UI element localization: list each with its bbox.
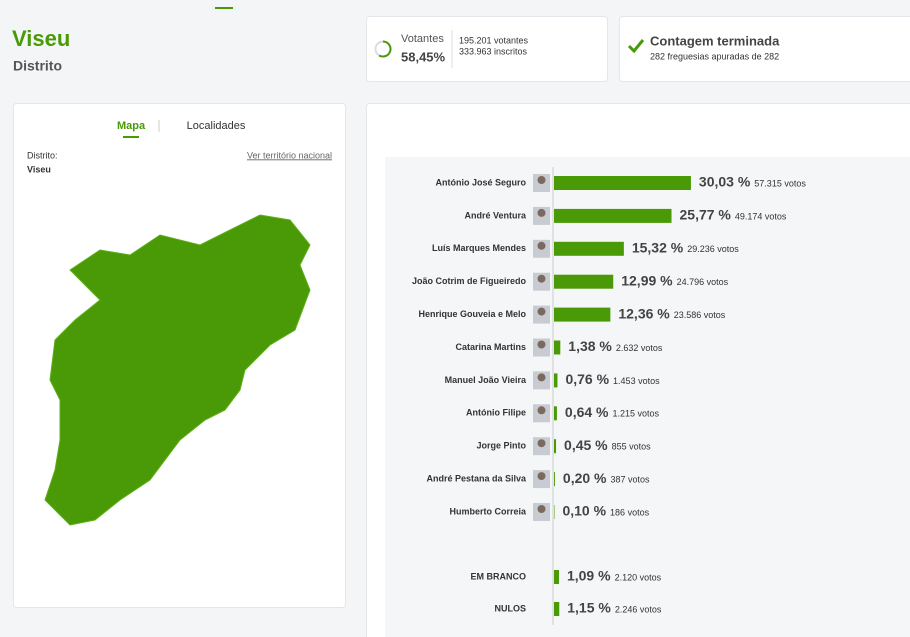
district-map[interactable] [44, 214, 311, 526]
turnout-label: Votantes [401, 33, 444, 45]
candidate-name: Luís Marques Mendes [432, 243, 526, 253]
candidate-name: António José Seguro [435, 177, 526, 187]
district-label: Distrito: [27, 150, 58, 160]
turnout-votes: 195.201 votantes [459, 35, 529, 45]
candidate-name: Humberto Correia [449, 506, 527, 516]
candidate-name: André Pestana da Silva [426, 473, 527, 483]
turnout-registered: 333.963 inscritos [459, 46, 528, 56]
page-title: Viseu [12, 26, 70, 51]
check-icon [627, 39, 645, 54]
votes-label: 186 votos [610, 507, 650, 517]
percent-label: 0,76 % [565, 371, 609, 387]
bar [554, 439, 557, 454]
percent-label: 25,77 % [680, 207, 732, 223]
percent-label: 1,09 % [567, 568, 611, 584]
candidate-name: André Ventura [464, 210, 527, 220]
bar [554, 176, 691, 190]
bar [554, 274, 614, 289]
avatar-head [537, 373, 546, 382]
avatar-head [537, 208, 546, 217]
tab[interactable]: Mapa [117, 120, 146, 132]
votes-label: 387 votos [611, 474, 651, 484]
percent-label: 1,15 % [567, 600, 611, 616]
votes-label: 29.236 votos [687, 244, 739, 254]
percent-label: 15,32 % [632, 240, 684, 256]
votes-label: 24.796 votos [677, 277, 729, 287]
count-card [619, 16, 910, 82]
votes-label: 2.632 votos [616, 343, 663, 353]
percent-label: 0,45 % [564, 437, 608, 453]
bar [554, 472, 555, 487]
percent-label: 0,10 % [562, 503, 606, 519]
results-area [385, 157, 910, 637]
bar [554, 373, 558, 388]
percent-label: 1,38 % [568, 338, 612, 354]
votes-label: 1.215 votos [613, 409, 660, 419]
candidate-name: EM BRANCO [471, 571, 527, 581]
count-title: Contagem terminada [650, 33, 780, 48]
turnout-arc [378, 40, 392, 58]
candidate-name: António Filipe [466, 408, 526, 418]
votes-label: 57.315 votos [754, 178, 806, 188]
turnout-card [366, 16, 608, 82]
candidate-name: Jorge Pinto [476, 441, 526, 451]
percent-label: 12,99 % [621, 272, 673, 288]
candidate-name: Manuel João Vieira [445, 375, 527, 385]
percent-label: 0,64 % [565, 404, 609, 420]
district-name: Viseu [27, 164, 51, 174]
percent-label: 0,20 % [563, 470, 607, 486]
votes-label: 2.246 votos [615, 604, 662, 614]
national-link[interactable]: Ver território nacional [247, 150, 332, 160]
votes-label: 1.453 votos [613, 376, 660, 386]
count-detail: 282 freguesias apuradas de 282 [650, 51, 779, 61]
candidate-name: Henrique Gouveia e Melo [418, 309, 526, 319]
avatar-head [537, 176, 546, 184]
avatar-head [537, 505, 546, 513]
tab-underline [123, 136, 139, 138]
avatar-head [537, 472, 546, 481]
candidate-name: Catarina Martins [455, 342, 526, 352]
bar [554, 241, 624, 256]
bar [554, 570, 559, 584]
bar [554, 602, 560, 616]
page-subtitle: Distrito [13, 58, 62, 74]
votes-label: 23.586 votos [674, 310, 726, 320]
avatar-head [537, 307, 546, 316]
bar [554, 340, 561, 355]
percent-label: 30,03 % [699, 174, 751, 190]
votes-label: 855 votos [612, 442, 652, 452]
turnout-percent: 58,45% [401, 49, 446, 64]
avatar-head [537, 241, 546, 250]
bar [554, 307, 611, 322]
candidate-name: NULOS [495, 603, 527, 613]
votes-label: 2.120 votos [615, 572, 662, 582]
bar [554, 406, 557, 421]
candidate-name: João Cotrim de Figueiredo [412, 276, 527, 286]
avatar-head [537, 340, 546, 349]
nav-indicator [215, 7, 233, 9]
avatar-head [537, 274, 546, 283]
percent-label: 12,36 % [618, 305, 670, 321]
tab[interactable]: Localidades [187, 120, 246, 132]
bar [554, 208, 672, 223]
avatar-head [537, 439, 546, 448]
avatar-head [537, 406, 546, 415]
votes-label: 49.174 votos [735, 211, 787, 221]
